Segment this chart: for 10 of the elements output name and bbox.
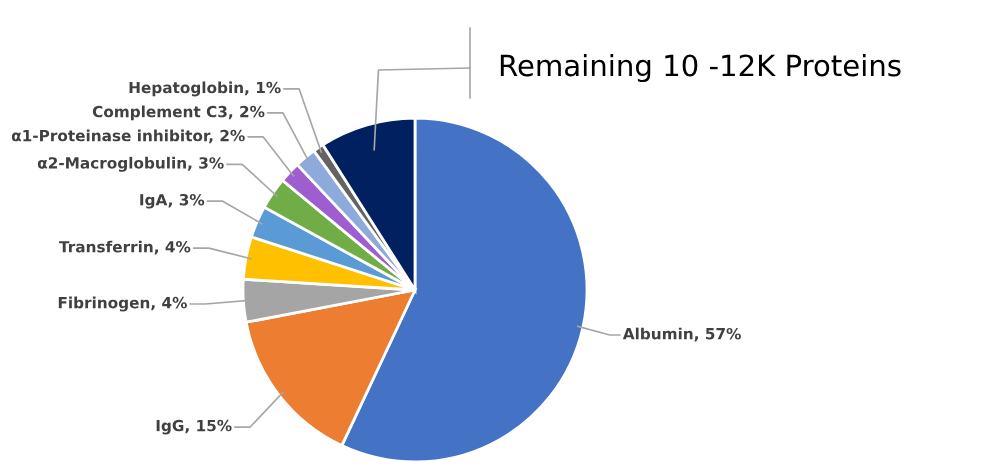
slice-label: α1-Proteinase inhibitor, 2%: [11, 129, 245, 144]
slice-label: Complement C3, 2%: [92, 105, 265, 121]
slice-label: Remaining 10 -12K Proteins: [500, 53, 901, 83]
slice-label: Albumin, 57%: [622, 327, 741, 342]
slice-label: Hepatoglobin, 1%: [129, 81, 281, 97]
slice-label: Fibrinogen, 4%: [58, 296, 187, 312]
slice-label: Transferrin, 4%: [59, 240, 191, 255]
slice-label: α2-Macroglobulin, 3%: [37, 156, 224, 172]
slice-label: IgA, 3%: [140, 193, 205, 209]
slice-label: IgG, 15%: [156, 419, 232, 435]
